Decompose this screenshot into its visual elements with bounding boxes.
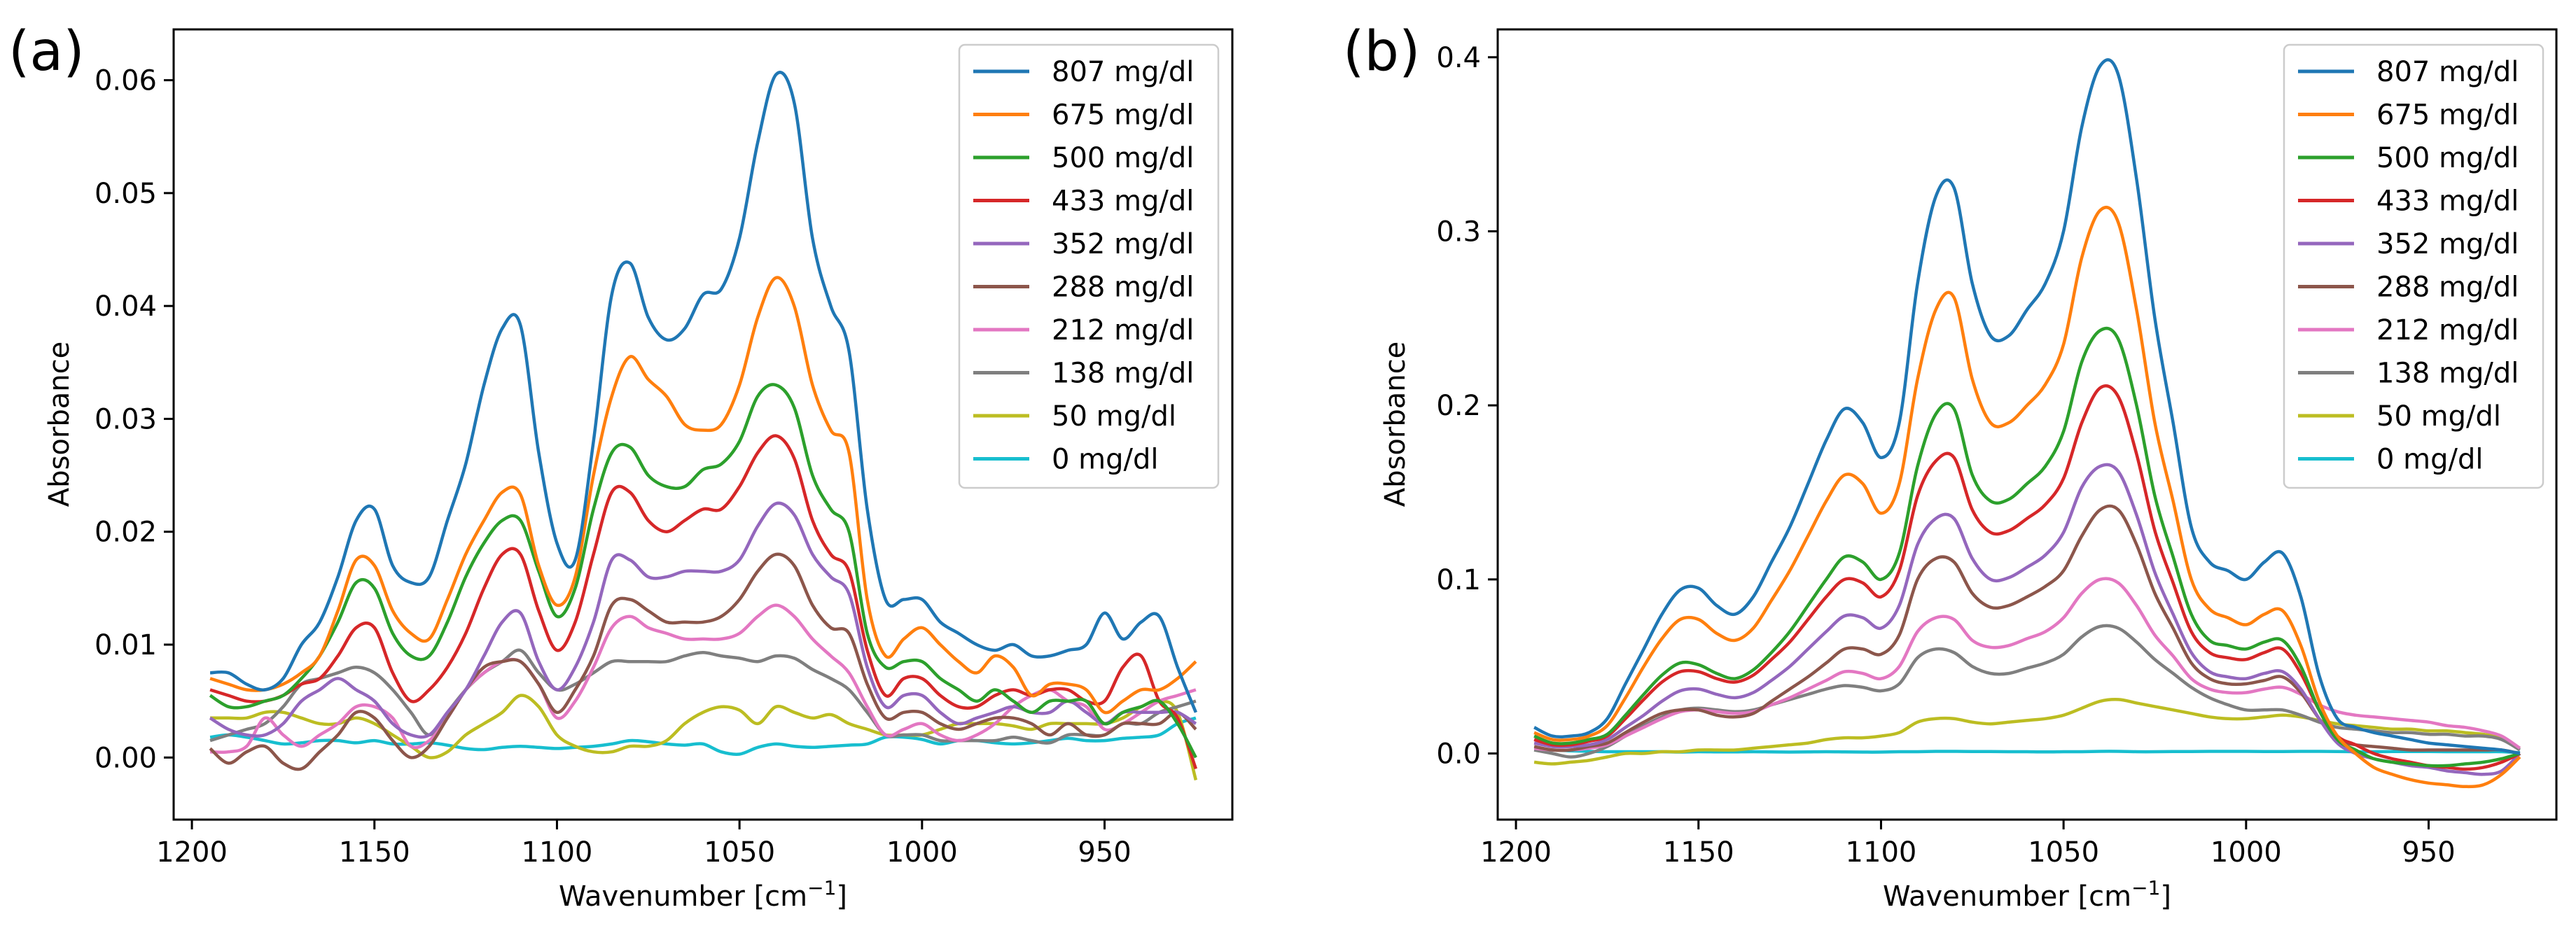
panel-b-series-138 <box>1533 624 2521 759</box>
panel-a-xtick-label: 1200 <box>156 836 228 869</box>
panel-a-series-500 <box>209 383 1197 759</box>
panel-a-xlabel: Wavenumber [cm−1] <box>559 876 847 913</box>
panel-b-series-50 <box>1533 698 2521 766</box>
panel-a-legend-label-288: 288 mg/dl <box>1052 272 1194 304</box>
panel-b-legend-label-675: 675 mg/dl <box>2376 99 2519 132</box>
panel-a-xtick-label: 1050 <box>704 836 775 869</box>
panel-a-ytick-label: 0.06 <box>95 65 157 97</box>
panel-a-series-675 <box>209 276 1197 715</box>
panel-a-legend-label-500: 500 mg/dl <box>1052 142 1194 174</box>
panel-a-xlabel-main: Wavenumber [cm <box>559 881 807 913</box>
panel-a-series-50 <box>210 694 1198 781</box>
panel-a-ytick-label: 0.00 <box>95 742 157 774</box>
panel-b-xtick-label: 1050 <box>2028 836 2099 869</box>
panel-a-legend-box <box>958 43 1220 489</box>
panel-a-ylabel: Absorbance <box>43 342 76 507</box>
panel-a-xtick-label: 1000 <box>886 836 958 869</box>
panel-b-xtick-label: 1200 <box>1480 836 1552 869</box>
panel-b-xlabel: Wavenumber [cm−1] <box>1883 876 2171 913</box>
panel-b-legend-label-807: 807 mg/dl <box>2376 56 2519 88</box>
panel-a-ticks: 1200 1150 1100 1050 1000 950 0.00 0.01 0.02 0.03 0… <box>95 65 1132 869</box>
panel-a-xtick-label: 1100 <box>522 836 593 869</box>
panel-a-legend-label-807: 807 mg/dl <box>1052 56 1194 88</box>
panel-b-axes-frame <box>1496 28 2558 821</box>
panel-b-legend-label-500: 500 mg/dl <box>2376 142 2519 174</box>
panel-b-ylabel: Absorbance <box>1379 342 1412 507</box>
panel-b-xlabel-main: Wavenumber [cm <box>1883 881 2131 913</box>
panel-b-label: (b) <box>1343 20 1420 83</box>
panel-b-xtick-label: 1000 <box>2211 836 2282 869</box>
panel-a-ytick-label: 0.02 <box>95 517 157 549</box>
panel-b-legend-box <box>2283 43 2544 489</box>
panel-b-legend-label-0: 0 mg/dl <box>2376 444 2484 476</box>
panel-a-axes-frame <box>172 28 1234 821</box>
panel-a-ytick-label: 0.01 <box>95 629 157 661</box>
panel-a-legend-label-352: 352 mg/dl <box>1052 228 1194 260</box>
panel-b-xlabel-end: ] <box>2160 881 2171 913</box>
panel-b-legend-label-433: 433 mg/dl <box>2376 185 2519 218</box>
panel-b-legend: 807 mg/dl 675 mg/dl 500 mg/dl 433 mg/dl 352 … <box>2283 43 2544 489</box>
panel-b-series-433 <box>1533 384 2521 771</box>
panel-b-xtick-label: 1150 <box>1663 836 1734 869</box>
panel-b-series-807 <box>1533 58 2521 755</box>
panel-a-xlabel-superscript: −1 <box>807 876 836 899</box>
panel-b-series-675 <box>1533 205 2521 789</box>
panel-b-legend-label-138: 138 mg/dl <box>2376 358 2519 390</box>
panel-a-legend: 807 mg/dl 675 mg/dl 500 mg/dl 433 mg/dl 352 … <box>958 43 1220 489</box>
panel-b-ytick-label: 0.0 <box>1436 738 1481 771</box>
panel-a-series-807 <box>209 71 1197 713</box>
panel-a-ytick-label: 0.04 <box>95 290 157 323</box>
panel-a-legend-label-433: 433 mg/dl <box>1052 185 1194 218</box>
panel-a-ytick-label: 0.05 <box>95 178 157 210</box>
panel-a-ytick-label: 0.03 <box>95 403 157 435</box>
panel-b-legend-label-352: 352 mg/dl <box>2376 228 2519 260</box>
panel-b-plot-area <box>1533 58 2521 789</box>
panel-a-xtick-label: 1150 <box>339 836 410 869</box>
panel-a-legend-label-50: 50 mg/dl <box>1052 400 1176 433</box>
panel-b-xtick-label: 1100 <box>1846 836 1917 869</box>
panel-b-ytick-label: 0.3 <box>1436 216 1481 248</box>
panel-b-ytick-label: 0.4 <box>1436 42 1481 74</box>
panel-a-label: (a) <box>8 20 85 83</box>
panel-b-legend-label-288: 288 mg/dl <box>2376 272 2519 304</box>
panel-a-legend-label-0: 0 mg/dl <box>1052 444 1159 476</box>
panel-b-xtick-label: 950 <box>2402 836 2455 869</box>
panel-a-series-288 <box>209 552 1197 771</box>
panel-a-xlabel-end: ] <box>836 881 847 913</box>
panel-b-ytick-label: 0.1 <box>1436 564 1481 596</box>
panel-b-legend-label-50: 50 mg/dl <box>2376 400 2501 433</box>
panel-a: (a) 1200 1150 1100 1050 1000 950 0.00 0.01 0.02 0… <box>8 20 1234 913</box>
panel-b: (b) 1200 1150 1100 1050 1000 950 0.0 0.1 0.2 0.3 0… <box>1343 20 2558 913</box>
panel-b-ytick-label: 0.2 <box>1436 390 1481 422</box>
panel-a-legend-label-138: 138 mg/dl <box>1052 358 1194 390</box>
panel-b-series-212 <box>1533 577 2521 752</box>
panel-a-series-138 <box>209 648 1197 745</box>
panel-a-legend-label-212: 212 mg/dl <box>1052 314 1194 346</box>
panel-a-plot-area <box>209 71 1198 781</box>
panel-b-ticks: 1200 1150 1100 1050 1000 950 0.0 0.1 0.2 0.3 0.4 <box>1436 42 2455 869</box>
panel-a-legend-label-675: 675 mg/dl <box>1052 99 1194 132</box>
panel-b-xlabel-superscript: −1 <box>2131 876 2160 899</box>
panel-a-series-0 <box>209 716 1197 756</box>
panel-b-legend-label-212: 212 mg/dl <box>2376 314 2519 346</box>
panel-a-xtick-label: 950 <box>1078 836 1131 869</box>
